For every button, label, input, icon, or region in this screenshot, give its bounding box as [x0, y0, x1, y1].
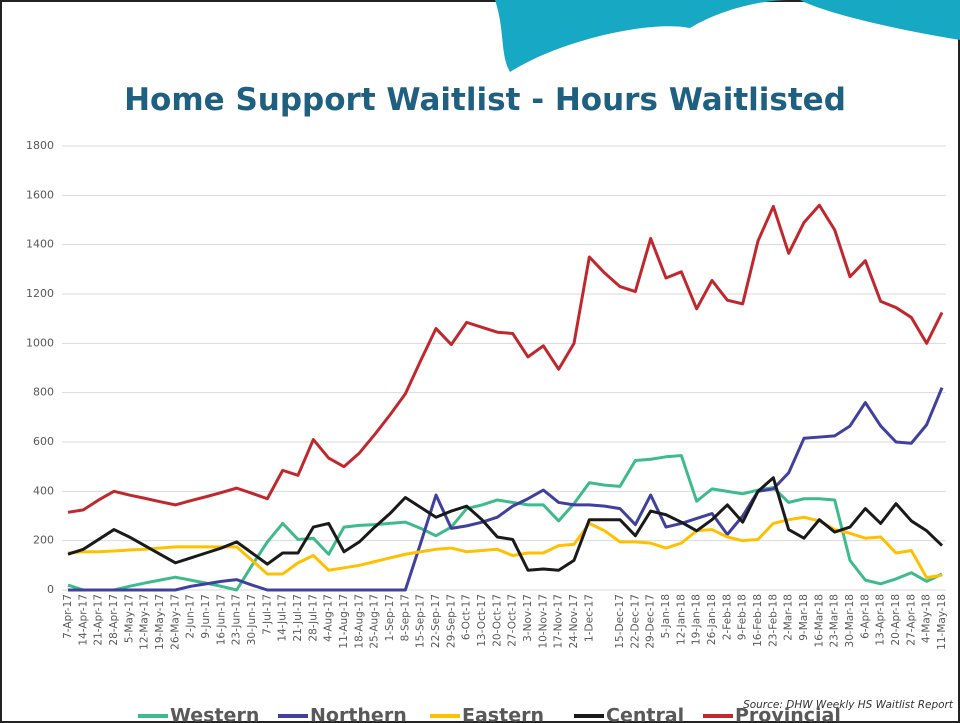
- legend-label: Provincial: [735, 705, 841, 723]
- x-tick-label: 28-Jul-17: [307, 594, 319, 642]
- legend-label: Western: [170, 705, 259, 723]
- x-tick-label: 2-Mar-18: [783, 594, 795, 641]
- x-tick-label: 23-Mar-18: [829, 594, 841, 647]
- x-tick-label: 5-Jan-18: [660, 594, 672, 638]
- x-tick-label: 27-Apr-18: [905, 594, 917, 646]
- x-tick-label: 30-Jun-17: [246, 594, 258, 645]
- x-tick-label: 11-May-18: [936, 594, 948, 650]
- x-tick-label: 23-Feb-18: [767, 594, 779, 647]
- x-tick-label: 14-Jul-17: [277, 594, 289, 642]
- x-tick-label: 29-Dec-17: [645, 594, 657, 649]
- x-tick-label: 7-Jul-17: [261, 594, 273, 635]
- x-tick-label: 17-Nov-17: [553, 594, 565, 649]
- x-tick-label: 9-Jun-17: [200, 594, 212, 639]
- x-tick-label: 20-Apr-18: [890, 594, 902, 646]
- x-tick-label: 4-Aug-17: [323, 594, 335, 642]
- chart-title: Home Support Waitlist - Hours Waitlisted: [124, 82, 846, 118]
- y-tick-label: 800: [33, 386, 54, 399]
- x-tick-label: 12-Jan-18: [675, 594, 687, 645]
- x-tick-label: 26-May-17: [169, 594, 181, 650]
- x-tick-label: 15-Dec-17: [614, 594, 626, 649]
- x-tick-label: 1-Sep-17: [384, 594, 396, 641]
- y-tick-label: 600: [33, 435, 54, 448]
- x-tick-label: 29-Sep-17: [445, 594, 457, 648]
- x-tick-label: 26-Jan-18: [706, 594, 718, 645]
- y-tick-label: 1200: [26, 287, 54, 300]
- y-tick-label: 1800: [26, 139, 54, 152]
- x-tick-label: 24-Nov-17: [568, 594, 580, 649]
- x-tick-label: 9-Feb-18: [737, 594, 749, 640]
- x-tick-label: 16-Feb-18: [752, 594, 764, 647]
- y-tick-label: 1000: [26, 336, 54, 349]
- x-tick-label: 22-Sep-17: [430, 594, 442, 648]
- x-tick-label: 19-May-17: [154, 594, 166, 650]
- y-tick-label: 200: [33, 534, 54, 547]
- x-tick-label: 2-Jun-17: [185, 594, 197, 639]
- x-tick-label: 13-Oct-17: [476, 594, 488, 647]
- y-tick-label: 1400: [26, 238, 54, 251]
- x-tick-label: 23-Jun-17: [231, 594, 243, 645]
- x-tick-label: 6-Apr-18: [859, 594, 871, 639]
- x-tick-label: 14-Apr-17: [77, 594, 89, 646]
- x-tick-label: 11-Aug-17: [338, 594, 350, 649]
- x-tick-label: 5-May-17: [123, 594, 135, 643]
- x-tick-label: 22-Dec-17: [629, 594, 641, 649]
- x-tick-label: 10-Nov-17: [537, 594, 549, 649]
- slide: Home Support Waitlist - Hours Waitlisted…: [0, 0, 960, 723]
- x-tick-label: 1-Dec-17: [583, 594, 595, 642]
- x-tick-label: 13-Apr-18: [875, 594, 887, 646]
- x-tick-label: 30-Mar-18: [844, 594, 856, 647]
- y-tick-label: 400: [33, 484, 54, 497]
- legend-label: Northern: [310, 705, 407, 723]
- x-tick-label: 21-Apr-17: [93, 594, 105, 646]
- y-tick-label: 0: [47, 583, 54, 596]
- legend-label: Central: [606, 705, 684, 723]
- x-tick-label: 20-Oct-17: [491, 594, 503, 647]
- x-tick-label: 9-Mar-18: [798, 594, 810, 641]
- x-tick-label: 4-May-18: [921, 594, 933, 643]
- x-tick-label: 16-Jun-17: [215, 594, 227, 645]
- legend-label: Eastern: [462, 705, 544, 723]
- x-tick-label: 12-May-17: [139, 594, 151, 650]
- x-tick-label: 21-Jul-17: [292, 594, 304, 642]
- x-tick-label: 6-Oct-17: [461, 594, 473, 640]
- x-tick-label: 7-Apr-17: [62, 594, 74, 639]
- x-tick-label: 18-Aug-17: [353, 594, 365, 649]
- x-tick-label: 15-Sep-17: [415, 594, 427, 648]
- x-tick-label: 3-Nov-17: [522, 594, 534, 642]
- x-tick-label: 16-Mar-18: [813, 594, 825, 647]
- x-tick-label: 28-Apr-17: [108, 594, 120, 646]
- x-tick-label: 2-Feb-18: [721, 594, 733, 640]
- x-tick-label: 25-Aug-17: [369, 594, 381, 649]
- y-tick-label: 1600: [26, 188, 54, 201]
- x-tick-label: 27-Oct-17: [507, 594, 519, 647]
- x-tick-label: 8-Sep-17: [399, 594, 411, 641]
- x-tick-label: 19-Jan-18: [691, 594, 703, 645]
